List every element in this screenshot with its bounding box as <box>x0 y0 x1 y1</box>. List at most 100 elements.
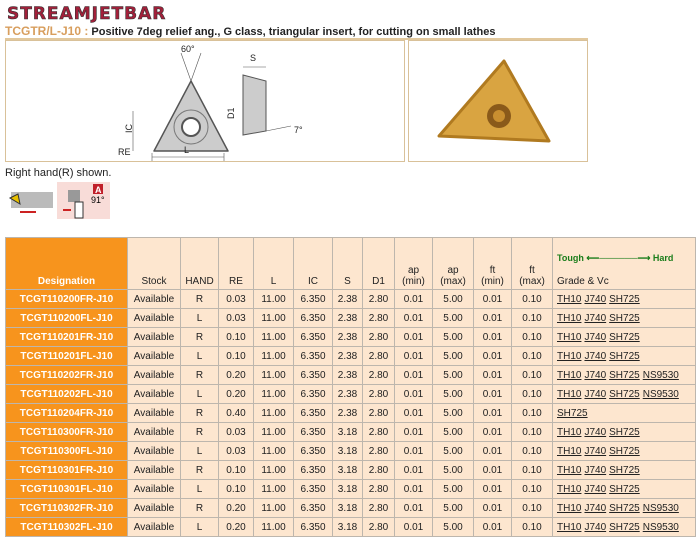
cell-d1: 2.80 <box>362 327 395 347</box>
grade-link[interactable]: J740 <box>584 426 607 438</box>
cell-hand: L <box>180 441 219 461</box>
grade-link[interactable]: TH10 <box>557 293 582 305</box>
grade-link[interactable]: TH10 <box>557 331 582 343</box>
cell-stock: Available <box>127 384 181 404</box>
grade-link[interactable]: TH10 <box>557 369 582 381</box>
cell-ap-max: 5.00 <box>432 346 474 366</box>
grade-link[interactable]: NS9530 <box>642 369 679 381</box>
cell-ic: 6.350 <box>293 384 333 404</box>
cell-s: 2.38 <box>332 365 363 385</box>
cell-ap-max: 5.00 <box>432 289 474 309</box>
grade-link[interactable]: J740 <box>584 483 607 495</box>
grade-link[interactable]: SH725 <box>609 464 640 476</box>
grade-link[interactable]: SH725 <box>609 350 640 362</box>
grade-link[interactable]: TH10 <box>557 426 582 438</box>
cell-l: 11.00 <box>253 384 294 404</box>
cell-d1: 2.80 <box>362 498 395 518</box>
cell-designation: TCGT110200FR-J10 <box>5 289 128 309</box>
grade-link[interactable]: SH725 <box>609 502 640 514</box>
cell-designation: TCGT110301FL-J10 <box>5 479 128 499</box>
cell-ap-min: 0.01 <box>394 517 433 537</box>
grade-link[interactable]: SH725 <box>609 369 640 381</box>
cell-stock: Available <box>127 460 181 480</box>
grade-link[interactable]: SH725 <box>609 293 640 305</box>
grade-link[interactable]: SH725 <box>609 426 640 438</box>
cell-l: 11.00 <box>253 346 294 366</box>
cell-s: 3.18 <box>332 479 363 499</box>
grade-link[interactable]: SH725 <box>609 483 640 495</box>
cell-ft-max: 0.10 <box>511 308 553 328</box>
cell-designation: TCGT110200FL-J10 <box>5 308 128 328</box>
grade-link[interactable]: J740 <box>584 521 607 533</box>
cell-stock: Available <box>127 498 181 518</box>
cell-stock: Available <box>127 403 181 423</box>
cell-l: 11.00 <box>253 441 294 461</box>
cell-ap-min: 0.01 <box>394 384 433 404</box>
grade-link[interactable]: J740 <box>584 331 607 343</box>
cell-l: 11.00 <box>253 327 294 347</box>
cell-d1: 2.80 <box>362 308 395 328</box>
grade-link[interactable]: NS9530 <box>642 521 679 533</box>
cell-s: 3.18 <box>332 422 363 442</box>
grade-link[interactable]: TH10 <box>557 464 582 476</box>
cell-ic: 6.350 <box>293 517 333 537</box>
grade-link[interactable]: J740 <box>584 445 607 457</box>
grade-link[interactable]: TH10 <box>557 502 582 514</box>
cell-ic: 6.350 <box>293 422 333 442</box>
cell-ic: 6.350 <box>293 403 333 423</box>
cell-ft-max: 0.10 <box>511 403 553 423</box>
table-row: TCGT110302FR-J10 Available R 0.20 11.00 6.350… <box>5 498 696 518</box>
cell-ic: 6.350 <box>293 365 333 385</box>
cell-ap-min: 0.01 <box>394 441 433 461</box>
grade-link[interactable]: SH725 <box>609 521 640 533</box>
cell-designation: TCGT110302FR-J10 <box>5 498 128 518</box>
col-ft-min: ft (min) <box>473 237 512 290</box>
d1-label: D1 <box>226 107 236 119</box>
grade-link[interactable]: J740 <box>584 312 607 324</box>
cell-d1: 2.80 <box>362 422 395 442</box>
grade-link[interactable]: J740 <box>584 388 607 400</box>
angle-91: 91° <box>91 195 105 205</box>
grade-link[interactable]: J740 <box>584 350 607 362</box>
boring-bar-icon <box>6 182 56 219</box>
grade-link[interactable]: SH725 <box>609 388 640 400</box>
grade-link[interactable]: J740 <box>584 464 607 476</box>
cell-hand: R <box>180 422 219 442</box>
grade-link[interactable]: TH10 <box>557 388 582 400</box>
grade-link[interactable]: NS9530 <box>642 388 679 400</box>
cell-d1: 2.80 <box>362 346 395 366</box>
grade-link[interactable]: TH10 <box>557 445 582 457</box>
cell-ft-min: 0.01 <box>473 403 512 423</box>
grade-link[interactable]: TH10 <box>557 312 582 324</box>
col-ap-max: ap (max) <box>432 237 474 290</box>
cell-ft-min: 0.01 <box>473 327 512 347</box>
grade-link[interactable]: SH725 <box>557 407 588 419</box>
cell-s: 2.38 <box>332 384 363 404</box>
cell-grades: TH10 J740 SH725 NS9530 <box>552 365 696 385</box>
grade-link[interactable]: J740 <box>584 369 607 381</box>
grade-link[interactable]: SH725 <box>609 312 640 324</box>
cell-ap-min: 0.01 <box>394 346 433 366</box>
grade-link[interactable]: TH10 <box>557 521 582 533</box>
col-l: L <box>253 237 294 290</box>
cell-stock: Available <box>127 289 181 309</box>
grade-link[interactable]: SH725 <box>609 445 640 457</box>
col-ft-max: ft (max) <box>511 237 553 290</box>
re-label: RE <box>118 147 131 157</box>
col-ft-max-l2: (max) <box>519 276 545 287</box>
grade-link[interactable]: SH725 <box>609 331 640 343</box>
cell-stock: Available <box>127 327 181 347</box>
cell-l: 11.00 <box>253 365 294 385</box>
grade-link[interactable]: J740 <box>584 502 607 514</box>
grade-link[interactable]: NS9530 <box>642 502 679 514</box>
table-row: TCGT110200FL-J10 Available L 0.03 11.00 6.350… <box>5 308 696 328</box>
cell-ft-min: 0.01 <box>473 517 512 537</box>
cell-re: 0.10 <box>218 346 254 366</box>
grade-link[interactable]: TH10 <box>557 350 582 362</box>
cell-ap-min: 0.01 <box>394 479 433 499</box>
cell-ft-max: 0.10 <box>511 289 553 309</box>
grade-link[interactable]: TH10 <box>557 483 582 495</box>
grade-link[interactable]: J740 <box>584 293 607 305</box>
cell-ft-min: 0.01 <box>473 365 512 385</box>
dimension-drawing: 60° IC L RE S D1 7° <box>5 40 405 163</box>
